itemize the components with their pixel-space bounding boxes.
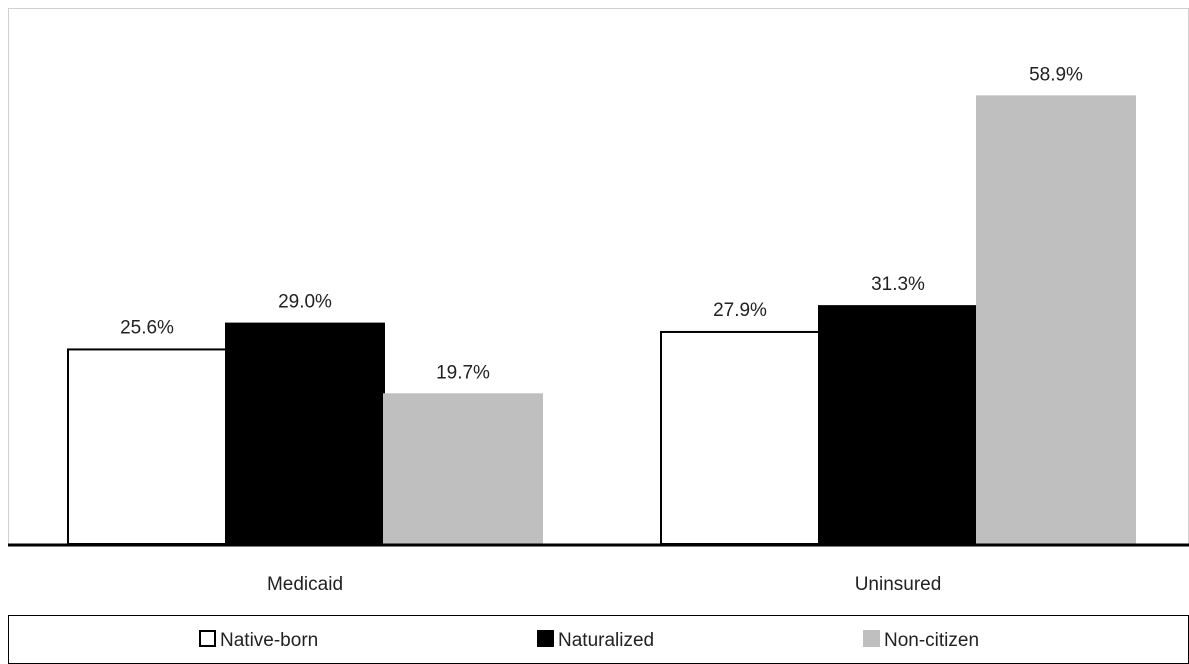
bar-uninsured-non-citizen (976, 95, 1136, 546)
value-labels-group: 25.6% 29.0% 19.7% 27.9% 31.3% 58.9% (120, 64, 1083, 383)
category-label-uninsured: Uninsured (855, 574, 942, 595)
value-label: 19.7% (436, 362, 490, 383)
category-labels-group: Medicaid Uninsured (267, 574, 941, 595)
value-label: 27.9% (713, 300, 767, 321)
legend: Native-born Naturalized Non-citizen (199, 630, 979, 651)
legend-swatch-native-born (199, 630, 216, 647)
bar-medicaid-non-citizen (383, 393, 543, 545)
legend-swatch-non-citizen (863, 630, 880, 647)
value-label: 25.6% (120, 317, 174, 338)
legend-label-naturalized: Naturalized (558, 630, 654, 651)
bar-uninsured-native-born (660, 330, 820, 545)
category-label-medicaid: Medicaid (267, 574, 343, 595)
value-label: 58.9% (1029, 64, 1083, 85)
value-label: 29.0% (278, 292, 332, 313)
legend-label-native-born: Native-born (220, 630, 318, 651)
legend-swatch-naturalized (537, 630, 554, 647)
legend-label-non-citizen: Non-citizen (884, 630, 979, 651)
value-label: 31.3% (871, 274, 925, 295)
bar-medicaid-naturalized (225, 322, 385, 545)
bars-group (67, 95, 1136, 546)
bar-uninsured-naturalized (818, 305, 978, 545)
bar-medicaid-native-born (67, 348, 227, 545)
